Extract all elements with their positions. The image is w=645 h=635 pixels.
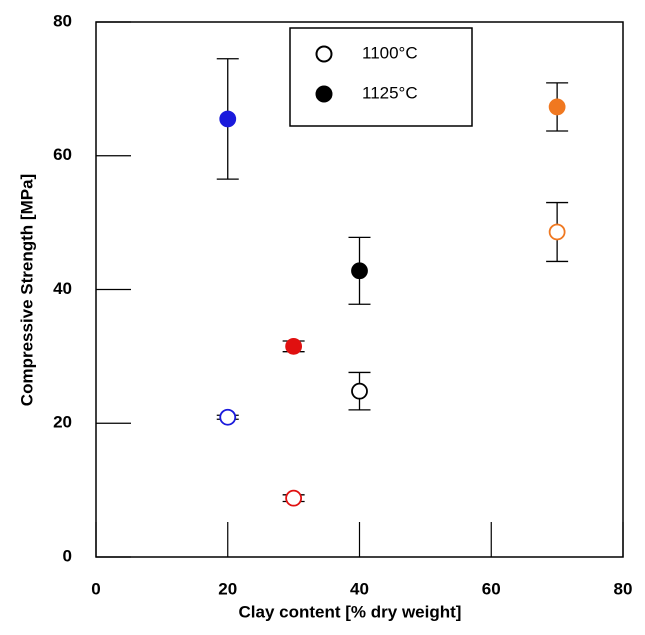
- legend-marker: [315, 85, 333, 103]
- x-tick-label: 20: [218, 579, 237, 598]
- x-tick-label: 0: [91, 579, 100, 598]
- y-axis-label: Compressive Strength [MPa]: [17, 174, 36, 406]
- x-tick-label: 80: [614, 579, 633, 598]
- point: [285, 337, 303, 355]
- legend-label: 1100°C: [362, 43, 418, 62]
- point: [351, 382, 368, 400]
- point: [548, 98, 566, 116]
- legend-label: 1125°C: [362, 83, 418, 102]
- x-tick-label: 60: [482, 579, 501, 598]
- x-axis-label: Clay content [% dry weight]: [239, 602, 462, 621]
- point: [351, 262, 368, 280]
- y-tick-label: 20: [53, 413, 72, 432]
- y-tick-label: 40: [53, 279, 72, 298]
- point: [285, 489, 303, 507]
- point: [219, 408, 237, 426]
- point: [219, 110, 237, 128]
- y-tick-label: 80: [53, 11, 72, 30]
- point: [548, 223, 566, 241]
- legend-marker: [315, 45, 333, 63]
- x-tick-label: 40: [350, 579, 369, 598]
- y-tick-label: 60: [53, 145, 72, 164]
- y-tick-label: 0: [63, 546, 72, 565]
- legend-box: [289, 27, 473, 127]
